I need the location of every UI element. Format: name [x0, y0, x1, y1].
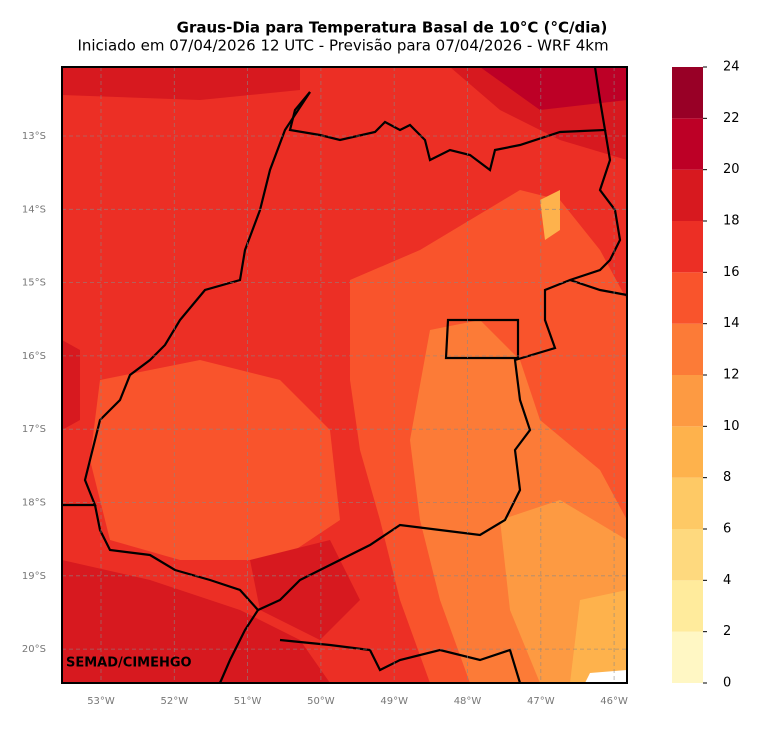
lat-label: 16°S [22, 351, 46, 362]
lat-label: 19°S [22, 571, 46, 582]
lat-label: 20°S [22, 644, 46, 655]
colorbar-segment [672, 272, 703, 324]
colorbar-label: 16 [723, 265, 740, 280]
colorbar-segment [672, 375, 703, 427]
colorbar-label: 8 [723, 470, 731, 485]
colorbar-label: 0 [723, 676, 731, 691]
colorbar-segment [672, 426, 703, 478]
graticule [62, 67, 627, 683]
colorbar-label: 10 [723, 419, 740, 434]
lat-label: 14°S [22, 204, 46, 215]
lat-label: 15°S [22, 278, 46, 289]
lon-label: 47°W [527, 696, 555, 707]
title: Graus-Dia para Temperatura Basal de 10°C… [177, 19, 608, 37]
colorbar-label: 24 [723, 60, 740, 75]
colorbar-label: 2 [723, 624, 731, 639]
colorbar-segment [672, 67, 703, 119]
subtitle: Iniciado em 07/04/2026 12 UTC - Previsão… [77, 37, 608, 55]
map-field [62, 67, 627, 683]
lon-label: 46°W [600, 696, 628, 707]
lon-label: 53°W [87, 696, 115, 707]
colorbar-label: 4 [723, 573, 731, 588]
lon-label: 48°W [454, 696, 482, 707]
colorbar-label: 6 [723, 522, 731, 537]
colorbar-segment [672, 580, 703, 632]
colorbar-segment [672, 631, 703, 683]
colorbar-label: 12 [723, 368, 740, 383]
credit: SEMAD/CIMEHGO [66, 656, 192, 671]
colorbar-segment [672, 118, 703, 170]
colorbar-segment [672, 529, 703, 581]
lon-label: 51°W [234, 696, 262, 707]
colorbar-label: 18 [723, 214, 740, 229]
colorbar-segment [672, 221, 703, 273]
colorbar-label: 20 [723, 162, 740, 177]
lon-label: 52°W [160, 696, 188, 707]
lat-label: 18°S [22, 498, 46, 509]
colorbar-label: 22 [723, 111, 740, 126]
colorbar-label: 14 [723, 316, 740, 331]
colorbar-segment [672, 477, 703, 529]
colorbar-segment [672, 323, 703, 375]
colorbar-segment [672, 169, 703, 221]
lon-label: 49°W [380, 696, 408, 707]
map-frame [61, 66, 628, 684]
lon-label: 50°W [307, 696, 335, 707]
lat-label: 13°S [22, 131, 46, 142]
lat-label: 17°S [22, 424, 46, 435]
